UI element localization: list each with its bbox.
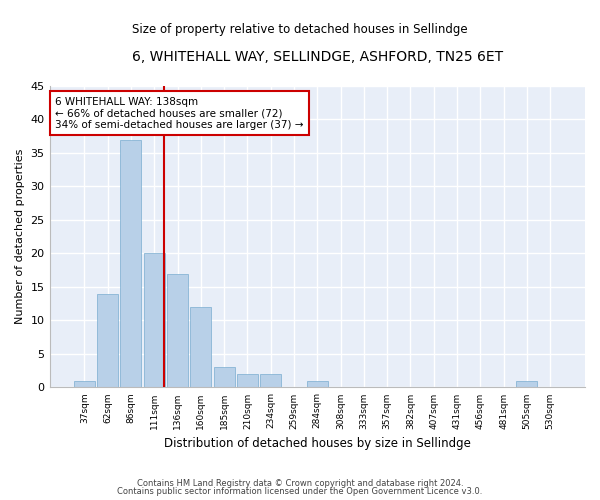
Text: Size of property relative to detached houses in Sellindge: Size of property relative to detached ho… (132, 22, 468, 36)
Y-axis label: Number of detached properties: Number of detached properties (15, 149, 25, 324)
X-axis label: Distribution of detached houses by size in Sellindge: Distribution of detached houses by size … (164, 437, 471, 450)
Bar (190, 307, 211, 388)
Text: Contains HM Land Registry data © Crown copyright and database right 2024.: Contains HM Land Registry data © Crown c… (137, 478, 463, 488)
Bar (517, 380, 538, 388)
Text: 6 WHITEHALL WAY: 138sqm
← 66% of detached houses are smaller (72)
34% of semi-de: 6 WHITEHALL WAY: 138sqm ← 66% of detache… (55, 96, 304, 130)
Text: Contains public sector information licensed under the Open Government Licence v3: Contains public sector information licen… (118, 487, 482, 496)
Bar (260, 374, 281, 388)
Bar (237, 374, 258, 388)
Bar (97, 294, 118, 388)
Title: 6, WHITEHALL WAY, SELLINDGE, ASHFORD, TN25 6ET: 6, WHITEHALL WAY, SELLINDGE, ASHFORD, TN… (132, 50, 503, 64)
Bar (121, 140, 142, 388)
Bar (167, 274, 188, 388)
Bar (74, 380, 95, 388)
Bar (214, 368, 235, 388)
Bar (144, 254, 165, 388)
Bar (307, 380, 328, 388)
